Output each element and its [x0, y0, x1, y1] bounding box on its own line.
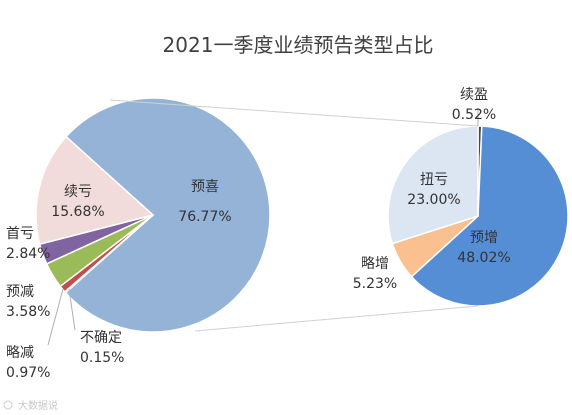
- watermark-text: 大数据说: [18, 399, 58, 412]
- label-buqueding-value: 0.15%: [80, 350, 124, 366]
- label-xuying-name: 续盈: [460, 86, 488, 103]
- detail-pie-slice-3: [387, 125, 479, 245]
- chart-title: 2021一季度业绩预告类型占比: [163, 33, 434, 57]
- label-yuxi-value: 76.77%: [178, 209, 231, 225]
- watermark: 大数据说: [3, 399, 58, 412]
- main-pie-slice-0: [64, 97, 271, 333]
- label-yuxi-name: 预喜: [191, 179, 219, 195]
- label-shoukui-value: 2.84%: [6, 246, 50, 262]
- connector-line-top: [109, 99, 479, 127]
- label-buqueding-name: 不确定: [80, 330, 122, 346]
- leader-line-luejian: [47, 288, 64, 346]
- main-pie: [35, 97, 271, 333]
- label-xuying-value: 0.52%: [452, 107, 496, 123]
- leader-line-buqueding: [68, 288, 76, 331]
- watermark-icon: [3, 400, 13, 410]
- detail-pie-slice-1: [410, 125, 569, 307]
- label-yujian-name: 预减: [6, 284, 34, 300]
- detail-pie: [387, 125, 569, 307]
- connector-line-bottom: [194, 305, 479, 332]
- label-niukui-value: 23.00%: [407, 192, 460, 208]
- label-luezeng-value: 5.23%: [353, 276, 397, 292]
- label-yuzeng-value: 48.02%: [457, 250, 510, 266]
- label-yuzeng-name: 预增: [470, 230, 498, 246]
- label-xukui-value: 15.68%: [51, 204, 104, 220]
- label-niukui-name: 扭亏: [420, 172, 448, 188]
- label-shoukui-name: 首亏: [6, 226, 34, 242]
- label-xukui-name: 续亏: [64, 183, 92, 200]
- label-luejian-name: 略减: [6, 345, 34, 361]
- main-pie-slice-5: [35, 135, 155, 246]
- label-luejian-value: 0.97%: [6, 365, 50, 381]
- label-luezeng-name: 略增: [361, 256, 389, 272]
- label-yujian-value: 3.58%: [6, 304, 50, 320]
